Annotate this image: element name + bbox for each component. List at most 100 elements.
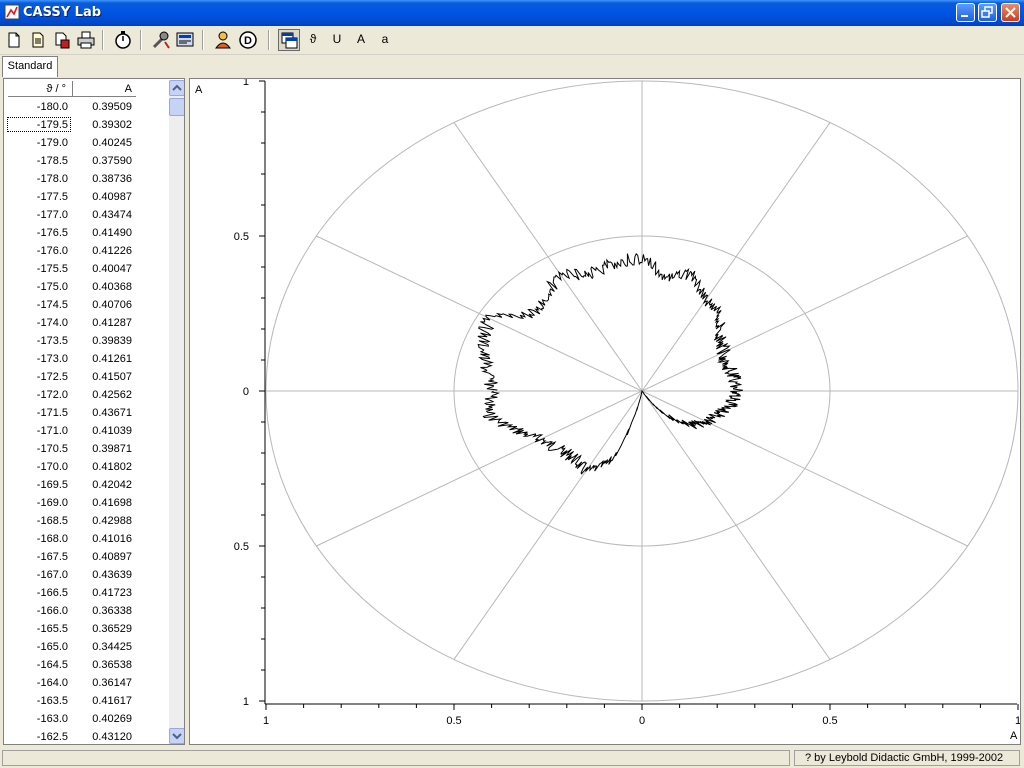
new-file-button[interactable] [3, 29, 25, 51]
amplitude-cell[interactable]: 0.40245 [92, 137, 132, 149]
amplitude-cell[interactable]: 0.43474 [92, 209, 132, 221]
amplitude-cell[interactable]: 0.36538 [92, 659, 132, 671]
amplitude-cell[interactable]: 0.34425 [92, 641, 132, 653]
table-row[interactable]: -180.0 0.39509 [4, 98, 166, 116]
print-button[interactable] [75, 29, 97, 51]
angle-cell[interactable]: -165.0 [36, 641, 68, 653]
amplitude-cell[interactable]: 0.36338 [92, 605, 132, 617]
table-row[interactable]: -166.0 0.36338 [4, 602, 166, 620]
amplitude-button[interactable]: A [356, 32, 365, 46]
table-row[interactable]: -169.0 0.41698 [4, 494, 166, 512]
angle-cell[interactable]: -163.0 [36, 713, 68, 725]
table-row[interactable]: -169.5 0.42042 [4, 476, 166, 494]
amplitude-cell[interactable]: 0.41261 [92, 353, 132, 365]
table-row[interactable]: -178.0 0.38736 [4, 170, 166, 188]
angle-cell[interactable]: -178.0 [36, 173, 68, 185]
angle-cell[interactable]: -169.0 [36, 497, 68, 509]
amplitude-cell[interactable]: 0.40047 [92, 263, 132, 275]
angle-cell[interactable]: -165.5 [36, 623, 68, 635]
angle-cell[interactable]: -173.0 [36, 353, 68, 365]
angle-cell[interactable]: -178.5 [36, 155, 68, 167]
amplitude-cell[interactable]: 0.41039 [92, 425, 132, 437]
amplitude-cell[interactable]: 0.41016 [92, 533, 132, 545]
help-button[interactable]: D [237, 29, 259, 51]
table-row[interactable]: -167.5 0.40897 [4, 548, 166, 566]
angle-cell[interactable]: -177.0 [36, 209, 68, 221]
angle-cell[interactable]: -172.5 [36, 371, 68, 383]
table-row[interactable]: -173.0 0.41261 [4, 350, 166, 368]
amplitude-cell[interactable]: 0.41802 [92, 461, 132, 473]
amplitude-cell[interactable]: 0.36147 [92, 677, 132, 689]
amplitude-cell[interactable]: 0.41226 [92, 245, 132, 257]
table-row[interactable]: -168.5 0.42988 [4, 512, 166, 530]
amplitude-cell[interactable]: 0.41507 [92, 371, 132, 383]
angle-cell[interactable]: -174.0 [36, 317, 68, 329]
table-row[interactable]: -178.5 0.37590 [4, 152, 166, 170]
table-row[interactable]: -164.0 0.36147 [4, 674, 166, 692]
angle-cell[interactable]: -172.0 [36, 389, 68, 401]
table-row[interactable]: -165.0 0.34425 [4, 638, 166, 656]
angle-cell[interactable]: -180.0 [36, 101, 68, 113]
amplitude-cell[interactable]: 0.41723 [92, 587, 132, 599]
table-row[interactable]: -171.5 0.43671 [4, 404, 166, 422]
angle-cell[interactable]: -175.5 [36, 263, 68, 275]
table-row[interactable]: -179.0 0.40245 [4, 134, 166, 152]
table-row[interactable]: -171.0 0.41039 [4, 422, 166, 440]
amplitude-cell[interactable]: 0.40368 [92, 281, 132, 293]
table-row[interactable]: -170.5 0.39871 [4, 440, 166, 458]
table-row[interactable]: -175.0 0.40368 [4, 278, 166, 296]
table-row[interactable]: -164.5 0.36538 [4, 656, 166, 674]
lowercase-a-button[interactable]: a [381, 32, 389, 46]
table-row[interactable]: -175.5 0.40047 [4, 260, 166, 278]
angle-cell[interactable]: -171.0 [36, 425, 68, 437]
amplitude-cell[interactable]: 0.39302 [92, 119, 132, 131]
scroll-thumb[interactable] [169, 98, 184, 116]
angle-cell[interactable]: -164.5 [36, 659, 68, 671]
angle-cell[interactable]: -168.5 [36, 515, 68, 527]
amplitude-cell[interactable]: 0.42562 [92, 389, 132, 401]
table-row[interactable]: -163.5 0.41617 [4, 692, 166, 710]
amplitude-cell[interactable]: 0.40987 [92, 191, 132, 203]
table-row[interactable]: -167.0 0.43639 [4, 566, 166, 584]
angle-cell[interactable]: -167.0 [36, 569, 68, 581]
amplitude-cell[interactable]: 0.37590 [92, 155, 132, 167]
amplitude-cell[interactable]: 0.42042 [92, 479, 132, 491]
angle-cell[interactable]: -164.0 [36, 677, 68, 689]
column-header-angle[interactable]: ϑ / ° [8, 81, 72, 97]
table-row[interactable]: -172.0 0.42562 [4, 386, 166, 404]
data-series-line[interactable] [477, 252, 743, 475]
amplitude-cell[interactable]: 0.41698 [92, 497, 132, 509]
open-file-button[interactable] [27, 29, 49, 51]
angle-cell[interactable]: -176.5 [36, 227, 68, 239]
table-row[interactable]: -176.0 0.41226 [4, 242, 166, 260]
table-row[interactable]: -165.5 0.36529 [4, 620, 166, 638]
table-row[interactable]: -179.5 0.39302 [4, 116, 166, 134]
angle-cell[interactable]: -171.5 [36, 407, 68, 419]
table-row[interactable]: -172.5 0.41507 [4, 368, 166, 386]
amplitude-cell[interactable]: 0.41617 [92, 695, 132, 707]
window-button[interactable] [278, 29, 300, 51]
amplitude-cell[interactable]: 0.36529 [92, 623, 132, 635]
polar-chart-panel[interactable]: 1 0.5 0 0.5 1 1 0.5 0 0.5 1 A A [189, 76, 1021, 745]
column-header-amplitude[interactable]: A [72, 81, 136, 97]
amplitude-cell[interactable]: 0.43639 [92, 569, 132, 581]
table-row[interactable]: -176.5 0.41490 [4, 224, 166, 242]
theta-button[interactable]: ϑ [309, 32, 317, 46]
table-row[interactable]: -166.5 0.41723 [4, 584, 166, 602]
table-row[interactable]: -170.0 0.41802 [4, 458, 166, 476]
table-row[interactable]: -168.0 0.41016 [4, 530, 166, 548]
table-row[interactable]: -162.5 0.43120 [4, 728, 166, 744]
user-button[interactable] [212, 29, 234, 51]
angle-cell[interactable]: -166.0 [36, 605, 68, 617]
angle-cell[interactable]: -163.5 [36, 695, 68, 707]
table-row[interactable]: -173.5 0.39839 [4, 332, 166, 350]
amplitude-cell[interactable]: 0.40269 [92, 713, 132, 725]
angle-cell[interactable]: -179.0 [36, 137, 68, 149]
amplitude-cell[interactable]: 0.40706 [92, 299, 132, 311]
display-button[interactable] [174, 29, 196, 51]
table-row[interactable]: -177.5 0.40987 [4, 188, 166, 206]
angle-cell[interactable]: -174.5 [36, 299, 68, 311]
amplitude-cell[interactable]: 0.41287 [92, 317, 132, 329]
stopwatch-button[interactable] [112, 29, 134, 51]
tab-standard[interactable]: Standard [2, 56, 58, 77]
